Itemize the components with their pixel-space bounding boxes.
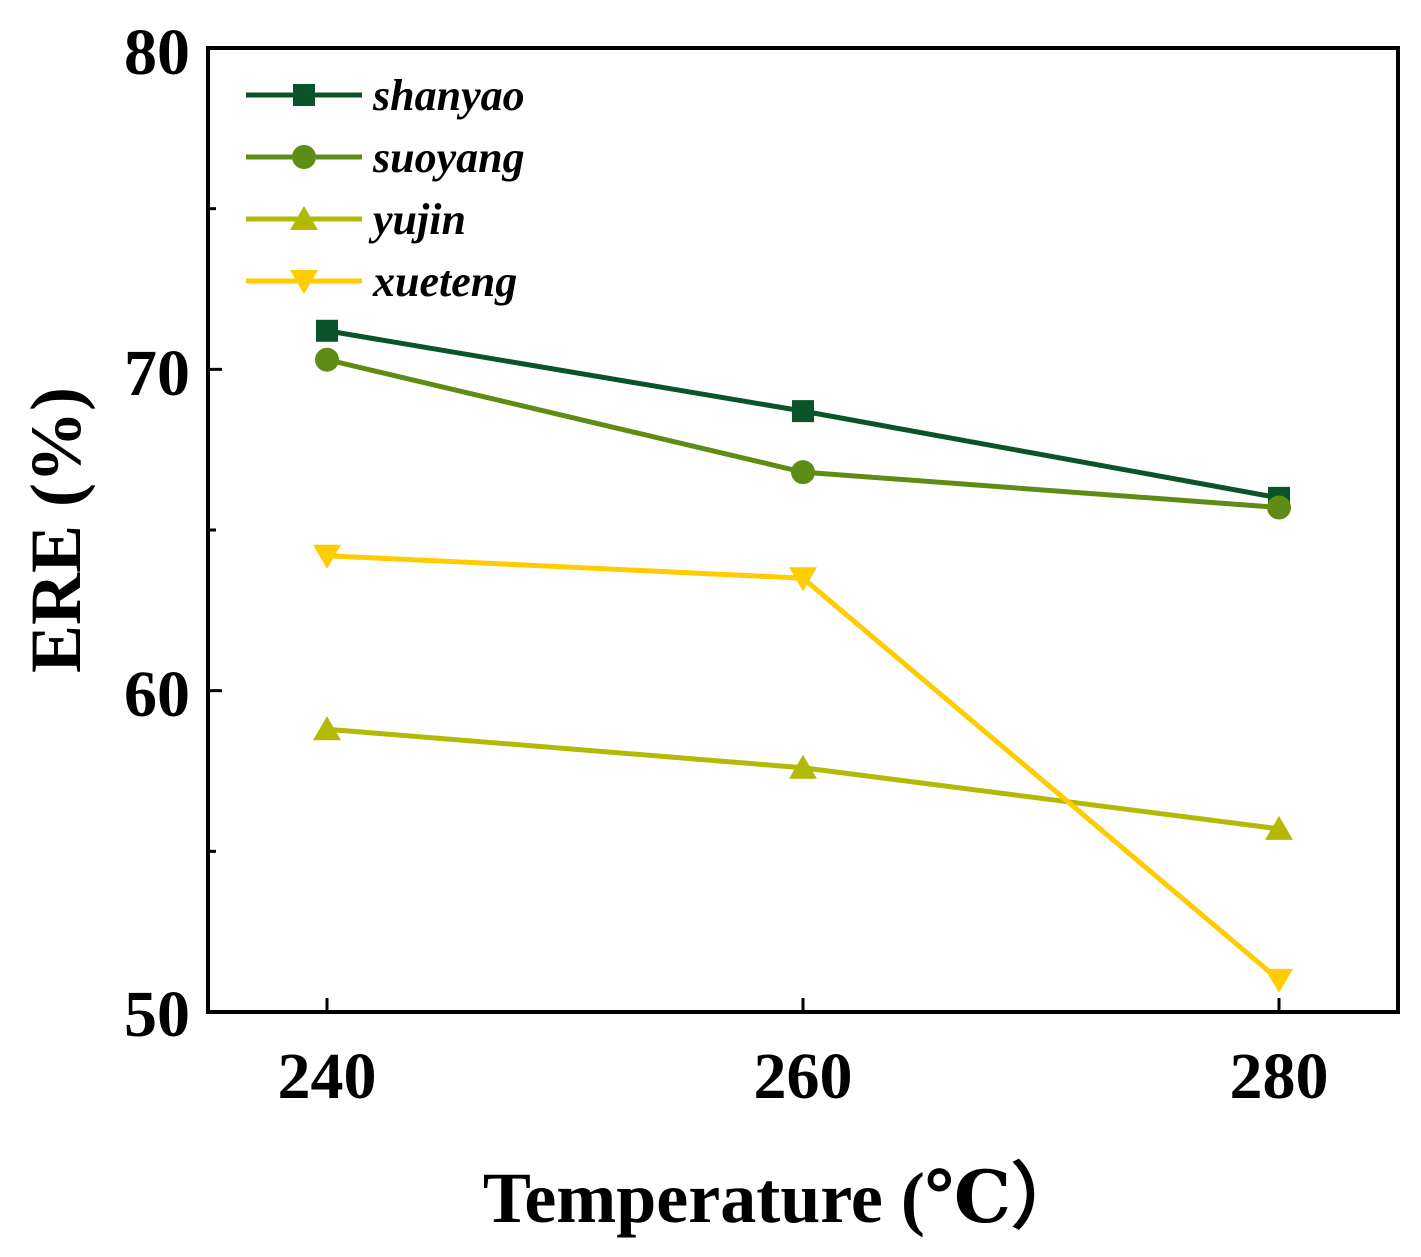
point-xueteng-280 — [1265, 968, 1293, 993]
x-tick-label-280: 280 — [1230, 1040, 1329, 1113]
series-yujin — [313, 716, 1293, 840]
point-suoyang-280 — [1267, 495, 1291, 520]
point-shanyao-260 — [792, 400, 814, 423]
series-line-yujin — [326, 726, 1280, 832]
y-tick-label-70: 70 — [124, 337, 190, 410]
series-layer — [313, 319, 1293, 993]
legend-marker-yujin — [290, 206, 318, 230]
legend-label-shanyao: shanyao — [372, 71, 525, 120]
y-axis-ticks — [208, 46, 222, 1014]
point-yujin-260 — [789, 754, 817, 779]
y-tick-labels: 50 60 70 80 — [124, 16, 190, 1051]
y-tick-label-50: 50 — [124, 978, 190, 1051]
legend-label-yujin: yujin — [368, 195, 466, 244]
point-xueteng-260 — [789, 567, 817, 592]
series-line-suoyang — [326, 357, 1280, 510]
plot-frame — [206, 46, 1400, 1014]
x-tick-labels: 240 260 280 — [278, 1040, 1329, 1113]
legend-label-xueteng: xueteng — [372, 257, 517, 306]
point-suoyang-260 — [791, 460, 815, 485]
y-axis-title: ERE (%) — [16, 387, 96, 673]
point-xueteng-240 — [313, 544, 341, 569]
legend-symbols — [246, 84, 362, 294]
x-tick-label-240: 240 — [278, 1040, 377, 1113]
legend-marker-shanyao — [293, 84, 315, 106]
point-yujin-240 — [313, 716, 341, 741]
x-tick-label-260: 260 — [754, 1040, 853, 1113]
y-tick-label-60: 60 — [124, 658, 190, 731]
point-shanyao-240 — [316, 319, 338, 342]
series-xueteng — [313, 544, 1293, 993]
x-axis-ticks — [325, 998, 1281, 1012]
point-yujin-280 — [1265, 815, 1293, 840]
point-suoyang-240 — [315, 347, 339, 372]
legend-label-suoyang: suoyang — [372, 133, 525, 182]
legend-marker-suoyang — [292, 145, 316, 169]
series-suoyang — [315, 347, 1291, 520]
y-tick-label-80: 80 — [124, 16, 190, 89]
legend: shanyao suoyang yujin xueteng — [246, 71, 525, 306]
x-axis-title: Temperature (℃） — [483, 1158, 1083, 1238]
legend-marker-xueteng — [290, 270, 318, 294]
series-shanyao — [316, 319, 1290, 509]
